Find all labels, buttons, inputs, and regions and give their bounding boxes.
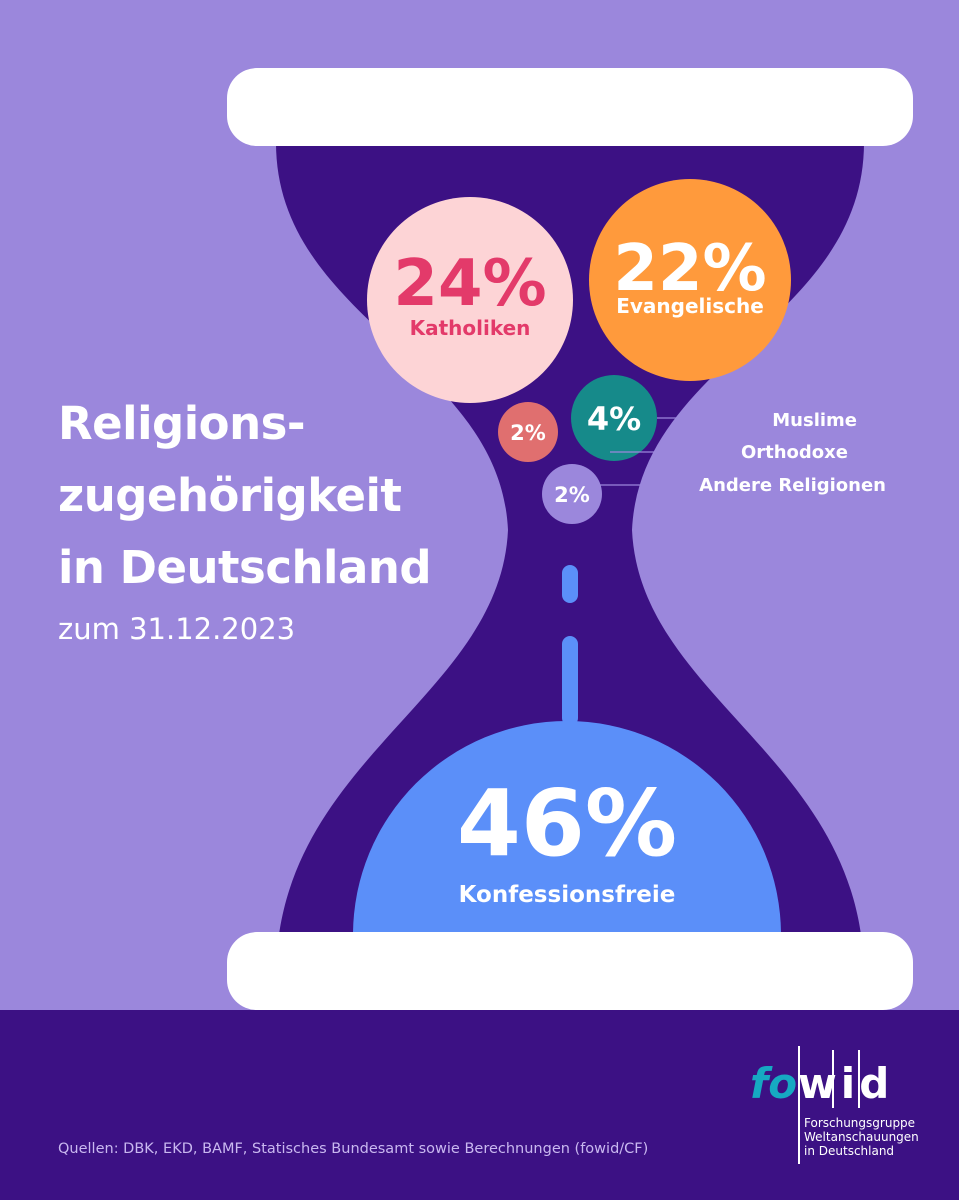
- bubble-katholiken: [367, 197, 573, 403]
- hourglass-bottom-cap: [227, 932, 913, 1010]
- value-label-konfessionsfreie: 46%: [457, 770, 677, 877]
- logo-tagline-1: Forschungsgruppe: [804, 1116, 916, 1130]
- category-label-muslime: Muslime: [772, 410, 857, 431]
- title-line-1: Religions-: [58, 397, 306, 450]
- category-label-konfessionsfreie: Konfessionsfreie: [459, 882, 676, 908]
- logo-separator-1: [832, 1050, 834, 1108]
- category-label-katholiken: Katholiken: [410, 316, 531, 340]
- bubble-andere-religionen: [542, 464, 602, 524]
- category-label-andere-religionen: Andere Religionen: [699, 475, 886, 496]
- chart-subtitle: zum 31.12.2023: [58, 612, 296, 646]
- bubble-muslime: [571, 375, 657, 461]
- drip-upper: [562, 565, 578, 603]
- value-label-orthodoxe: 2%: [510, 421, 546, 445]
- value-label-evangelische: 22%: [613, 232, 766, 306]
- fowid-logo: fo wid Forschungsgruppe Weltanschauungen…: [750, 1046, 920, 1166]
- value-label-andere-religionen: 2%: [554, 483, 590, 507]
- chart-title: Religions- zugehörigkeit in Deutschland: [58, 388, 432, 604]
- bubble-orthodoxe: [498, 402, 558, 462]
- logo-tagline-3: in Deutschland: [804, 1144, 895, 1158]
- bubble-evangelische: [589, 179, 791, 381]
- logo-divider: [798, 1046, 800, 1164]
- category-label-evangelische: Evangelische: [616, 294, 764, 318]
- logo-separator-2: [858, 1050, 860, 1108]
- value-label-muslime: 4%: [587, 400, 641, 438]
- title-line-3: in Deutschland: [58, 541, 432, 594]
- hourglass-top-cap: [227, 68, 913, 146]
- value-label-katholiken: 24%: [393, 247, 546, 321]
- bubble-konfessionsfreie: [353, 721, 781, 932]
- logo-wid: wid: [798, 1059, 894, 1108]
- title-line-2: zugehörigkeit: [58, 469, 402, 522]
- category-label-orthodoxe: Orthodoxe: [741, 442, 848, 463]
- logo-tagline-2: Weltanschauungen: [804, 1130, 919, 1144]
- logo-fo: fo: [750, 1059, 798, 1108]
- drip-lower: [562, 636, 578, 726]
- logo-tagline: Forschungsgruppe Weltanschauungen in Deu…: [804, 1116, 919, 1158]
- sources-note: Quellen: DBK, EKD, BAMF, Statisches Bund…: [58, 1141, 649, 1157]
